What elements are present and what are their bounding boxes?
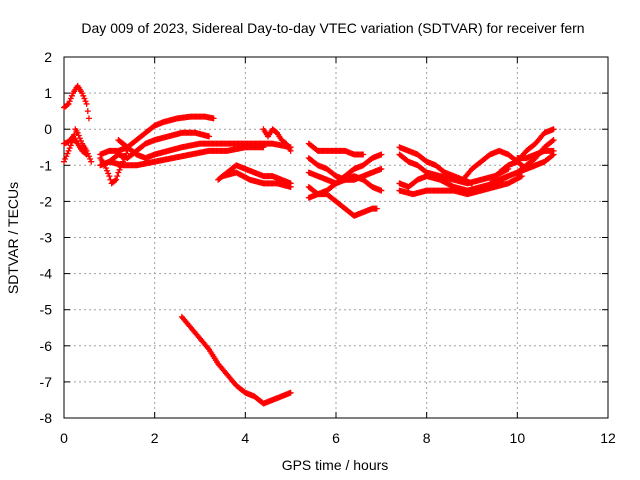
data-point — [78, 137, 84, 144]
y-tick-label: -4 — [40, 266, 53, 282]
series-arc-11 — [260, 126, 294, 154]
y-tick-label: -7 — [40, 374, 53, 390]
data-point — [83, 151, 90, 158]
chart-title: Day 009 of 2023, Sidereal Day-to-day VTE… — [81, 20, 584, 36]
x-tick-label: 6 — [332, 430, 340, 446]
data-point — [378, 165, 385, 172]
data-point — [66, 145, 73, 152]
data-point — [80, 92, 87, 99]
data-point — [68, 92, 75, 99]
x-tick-label: 10 — [510, 430, 526, 446]
data-point — [62, 155, 69, 162]
data-point — [82, 150, 89, 157]
data-point — [550, 126, 557, 133]
data-point — [65, 147, 72, 154]
data-point — [64, 150, 71, 157]
data-point — [66, 98, 73, 105]
series-arc-8 — [106, 144, 267, 169]
data-point — [65, 100, 72, 107]
data-point — [74, 129, 81, 136]
y-tick-label: 1 — [44, 85, 52, 101]
x-tick-label: 4 — [241, 430, 249, 446]
series-arc-10 — [219, 169, 294, 190]
y-tick-label: 2 — [44, 49, 52, 65]
data-point — [67, 95, 74, 102]
data-point — [378, 151, 385, 158]
y-tick-label: -2 — [40, 193, 53, 209]
series-arc-26 — [514, 151, 557, 176]
series-arc-5 — [97, 113, 217, 158]
data-point — [104, 167, 111, 174]
data-point — [115, 169, 122, 176]
data-point — [64, 101, 71, 108]
data-point — [549, 152, 556, 159]
data-point — [550, 151, 557, 158]
data-point — [287, 183, 294, 190]
data-point — [84, 108, 91, 115]
data-point — [113, 176, 120, 183]
data-point — [79, 90, 86, 97]
series-arc-16 — [305, 183, 380, 219]
data-point — [360, 151, 367, 158]
data-point — [88, 158, 95, 165]
data-point — [206, 133, 213, 140]
series-arc-25 — [496, 126, 557, 176]
series-arc-2 — [61, 126, 95, 165]
x-tick-label: 0 — [60, 430, 68, 446]
series-arc-21 — [396, 173, 525, 198]
y-tick-label: -6 — [40, 338, 53, 354]
y-axis-label: SDTVAR / TECUs — [5, 182, 21, 294]
data-point — [76, 135, 83, 142]
y-tick-label: -3 — [40, 230, 53, 246]
data-point — [378, 187, 385, 194]
data-point — [549, 137, 556, 144]
x-tick-label: 12 — [600, 430, 616, 446]
x-axis-label: GPS time / hours — [282, 457, 389, 473]
data-point — [106, 173, 113, 180]
data-point — [61, 158, 67, 165]
y-tick-label: 0 — [44, 121, 52, 137]
series-arc-1 — [61, 82, 92, 122]
data-point — [210, 115, 217, 122]
data-point — [112, 177, 118, 184]
data-point — [105, 170, 112, 177]
data-point — [81, 95, 88, 102]
x-tick-label: 8 — [423, 430, 431, 446]
data-point — [287, 147, 294, 154]
data-point — [114, 173, 121, 180]
data-point — [287, 389, 294, 396]
data-point — [75, 132, 82, 139]
series-arc-12 — [178, 313, 294, 407]
y-tick-label: -1 — [40, 157, 53, 173]
data-point — [87, 155, 94, 162]
y-tick-label: -5 — [40, 302, 53, 318]
x-tick-label: 2 — [151, 430, 159, 446]
data-point — [83, 100, 90, 107]
data-point — [260, 144, 267, 151]
series-arc-3 — [61, 133, 90, 158]
data-point — [518, 173, 525, 180]
data-point — [116, 166, 123, 173]
data-point — [550, 137, 557, 144]
series-arc-13 — [305, 140, 367, 158]
data-points — [61, 82, 557, 407]
data-point — [67, 142, 74, 149]
data-point — [373, 205, 380, 212]
data-point — [82, 98, 89, 105]
data-point — [85, 115, 92, 122]
series-arc-17 — [305, 151, 385, 201]
data-point — [63, 153, 70, 160]
y-tick-label: -8 — [40, 410, 53, 426]
